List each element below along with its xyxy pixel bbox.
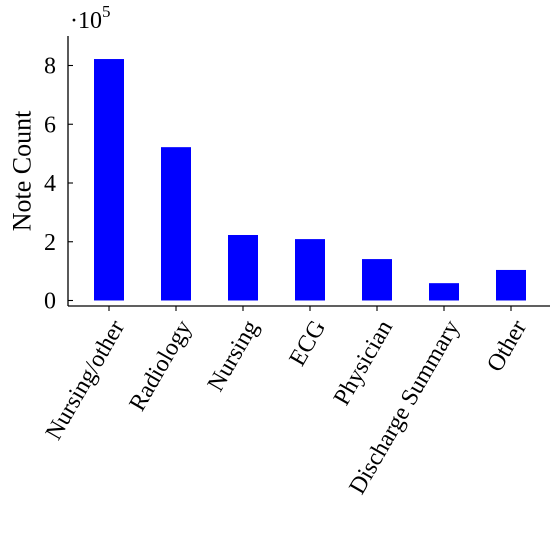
- bar-other: [496, 269, 526, 301]
- bar-radiology: [161, 147, 191, 301]
- x-tick-label: Other: [482, 316, 532, 376]
- y-tick-label: 0: [44, 289, 56, 315]
- x-tick-label: Nursing: [203, 316, 264, 396]
- bar-ecg: [295, 239, 325, 301]
- bar-nursing-other: [94, 59, 124, 301]
- x-tick-label: Physician: [329, 316, 398, 410]
- bars-layer: [94, 59, 526, 301]
- y-axis-multiplier: ·105: [70, 2, 111, 34]
- bar-nursing: [228, 234, 258, 301]
- y-tick-label: 8: [44, 54, 56, 80]
- y-axis-multiplier-exponent: 5: [102, 2, 111, 21]
- bar-discharge-summary: [429, 283, 459, 301]
- x-tick-label: ECG: [285, 316, 332, 371]
- x-tick-label: Radiology: [125, 316, 198, 416]
- y-tick-label: 4: [44, 171, 56, 197]
- axes-layer: [67, 36, 550, 307]
- x-tick-label: Nursing/other: [41, 316, 130, 444]
- y-tick-label: 2: [44, 230, 56, 256]
- y-axis-multiplier-base: ·10: [70, 8, 102, 34]
- y-ticks: 0 2 4 6 8: [44, 54, 73, 315]
- y-axis-title: Note Count: [8, 110, 37, 231]
- bar-physician: [362, 259, 392, 301]
- y-tick-label: 6: [44, 112, 56, 138]
